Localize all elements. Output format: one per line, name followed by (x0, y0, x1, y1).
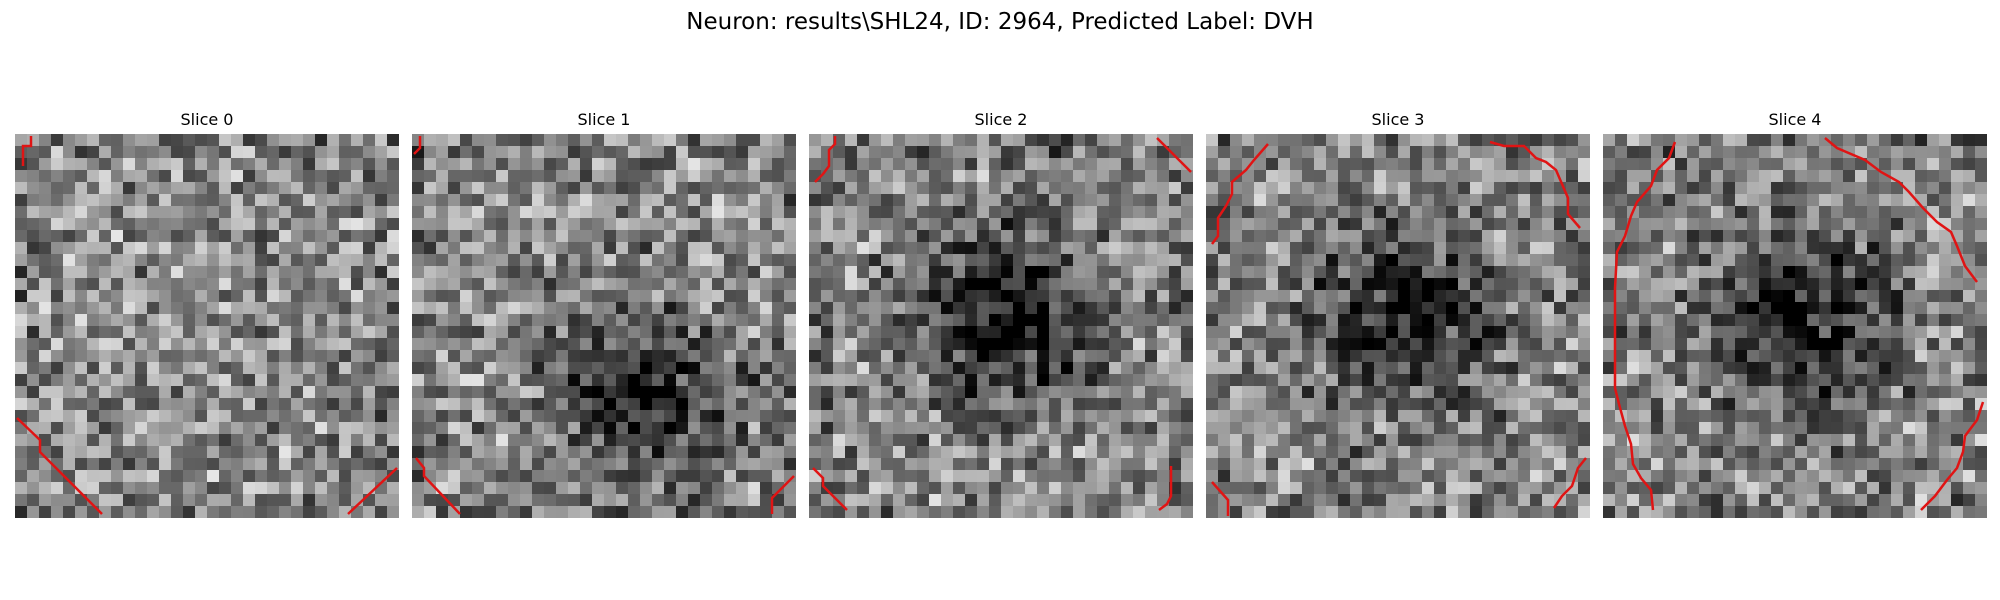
slice-title-2: Slice 2 (974, 110, 1028, 129)
roi-contour-1 (413, 136, 795, 515)
slice-panel-3: Slice 3 (1206, 108, 1590, 520)
roi-contour-0 (16, 136, 398, 515)
slice-image-4 (1603, 134, 1987, 518)
slice-title-4: Slice 4 (1768, 110, 1822, 129)
slice-panel-4: Slice 4 (1603, 108, 1987, 520)
slice-image-0 (15, 134, 399, 518)
slice-title-0: Slice 0 (180, 110, 234, 129)
slice-title-1: Slice 1 (577, 110, 631, 129)
slice-panel-1: Slice 1 (412, 108, 796, 520)
slice-panel-2: Slice 2 (809, 108, 1193, 520)
slice-image-3 (1206, 134, 1590, 518)
roi-contour-4 (1613, 137, 1985, 511)
roi-contour-2 (812, 136, 1192, 511)
slice-title-3: Slice 3 (1371, 110, 1425, 129)
slice-image-1 (412, 134, 796, 518)
slice-panel-0: Slice 0 (15, 108, 399, 520)
roi-contour-3 (1211, 140, 1587, 516)
slice-image-2 (809, 134, 1193, 518)
figure-title: Neuron: results\SHL24, ID: 2964, Predict… (686, 9, 1314, 35)
